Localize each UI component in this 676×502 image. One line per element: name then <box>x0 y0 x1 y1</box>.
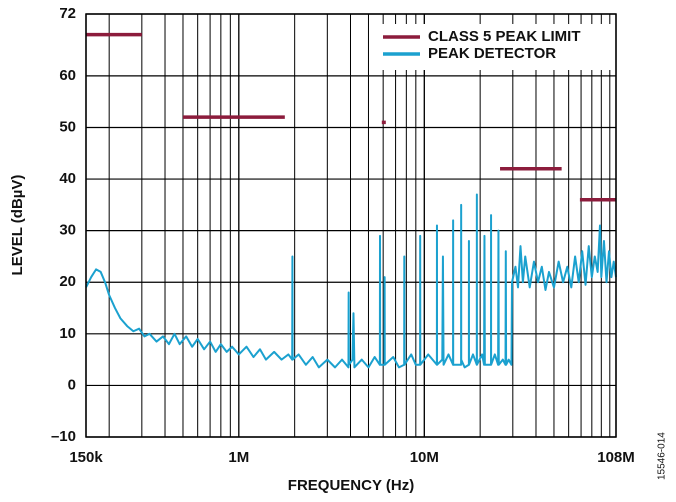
series-line <box>85 193 617 369</box>
legend-box <box>376 24 614 70</box>
x-tick-label: 1M <box>228 449 249 466</box>
y-tick-label: 72 <box>59 5 76 22</box>
x-axis-title: FREQUENCY (Hz) <box>288 477 414 494</box>
legend-label: PEAK DETECTOR <box>428 45 556 62</box>
y-tick-label: 0 <box>68 376 76 393</box>
y-tick-label: 60 <box>59 67 76 84</box>
x-tick-label: 10M <box>410 449 439 466</box>
y-tick-label: 50 <box>59 118 76 135</box>
x-tick-label: 108M <box>597 449 635 466</box>
y-axis-title: LEVEL (dBµV) <box>9 175 26 276</box>
plot-area <box>86 14 616 437</box>
legend-label: CLASS 5 PEAK LIMIT <box>428 28 581 45</box>
y-tick-label: 10 <box>59 325 76 342</box>
series-line <box>86 32 616 202</box>
figure-id: 15546-014 <box>657 432 668 480</box>
y-tick-label: 30 <box>59 222 76 239</box>
y-tick-label: –10 <box>51 428 76 445</box>
x-tick-label: 150k <box>69 449 103 466</box>
plot-border <box>85 13 617 438</box>
y-tick-label: 40 <box>59 170 76 187</box>
y-tick-label: 20 <box>59 273 76 290</box>
